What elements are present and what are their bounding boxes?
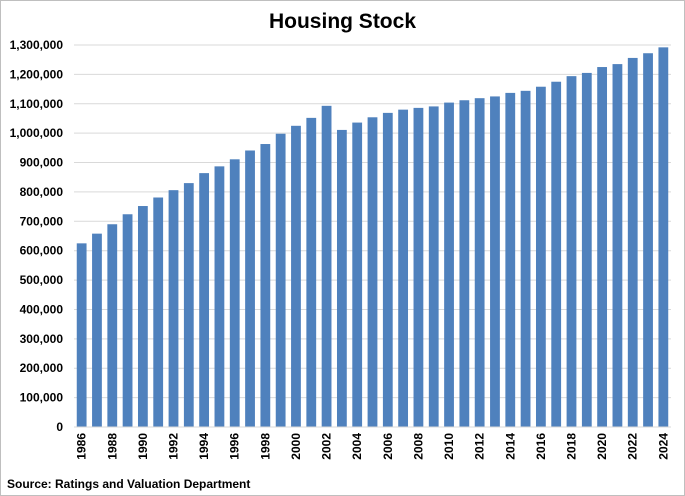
y-tick-label: 700,000	[20, 214, 64, 228]
x-tick-label: 1998	[258, 433, 272, 460]
bar-2022	[627, 57, 638, 427]
bar-1999	[275, 133, 286, 428]
bar-1986	[76, 243, 87, 427]
y-tick-label: 0	[56, 420, 63, 434]
bar-2004	[352, 122, 363, 428]
y-tick-label: 200,000	[20, 361, 64, 375]
bar-2021	[612, 64, 623, 427]
x-tick-label: 2004	[350, 433, 364, 460]
bar-2008	[413, 107, 424, 427]
y-tick-label: 900,000	[20, 156, 64, 170]
bar-1997	[245, 150, 255, 427]
y-tick-label: 1,200,000	[10, 67, 64, 81]
x-tick-label: 2014	[503, 433, 517, 460]
bar-1993	[183, 183, 194, 427]
bar-2002	[321, 105, 332, 427]
y-tick-label: 400,000	[20, 302, 64, 316]
bar-2009	[428, 106, 439, 427]
bar-1995	[214, 166, 225, 427]
x-tick-label: 1996	[228, 433, 242, 460]
x-tick-label: 1992	[167, 433, 181, 460]
x-axis-tick-labels: 1986 1988 1990 1992 1994 1996 1998 2000 2002 2004…	[75, 433, 671, 460]
y-tick-label: 1,100,000	[10, 97, 64, 111]
x-tick-label: 2020	[595, 433, 609, 460]
x-tick-label: 2002	[320, 433, 334, 460]
x-tick-label: 1990	[136, 433, 150, 460]
y-tick-label: 300,000	[20, 332, 64, 346]
y-tick-label: 100,000	[20, 391, 64, 405]
bar-1996	[229, 159, 240, 427]
bar-2001	[306, 117, 317, 428]
y-tick-label: 500,000	[20, 273, 64, 287]
bar-2017	[551, 81, 562, 427]
bar-1988	[107, 224, 118, 427]
bar-1989	[122, 214, 133, 427]
bar-1994	[199, 173, 210, 427]
bar-2006	[382, 112, 393, 427]
bar-2010	[444, 102, 454, 428]
x-tick-label: 2000	[289, 433, 303, 460]
bar-2007	[398, 109, 409, 428]
x-tick-label: 2012	[473, 433, 487, 460]
x-tick-label: 2022	[626, 433, 640, 460]
source-note: Source: Ratings and Valuation Department	[7, 477, 251, 491]
bar-1990	[137, 206, 148, 427]
bar-2019	[581, 72, 592, 428]
bar-1991	[153, 197, 164, 427]
x-tick-label: 1986	[75, 433, 89, 460]
y-tick-label: 1,300,000	[10, 38, 64, 52]
bar-2024	[658, 47, 669, 427]
bar-2013	[490, 96, 500, 427]
bars	[76, 47, 669, 428]
x-tick-label: 2010	[442, 433, 456, 460]
bar-1987	[92, 233, 102, 427]
bar-2023	[643, 53, 653, 427]
bar-2016	[535, 86, 546, 428]
y-tick-label: 1,000,000	[10, 126, 64, 140]
x-tick-label: 1988	[105, 433, 119, 460]
bar-2020	[597, 67, 608, 428]
chart-title: Housing Stock	[268, 10, 416, 33]
bar-2014	[505, 92, 516, 428]
y-tick-label: 600,000	[20, 244, 64, 258]
bar-2011	[459, 100, 470, 428]
x-tick-label: 2024	[656, 433, 670, 460]
bar-2005	[367, 117, 378, 427]
y-tick-label: 800,000	[20, 185, 64, 199]
x-tick-label: 2018	[565, 433, 579, 460]
x-tick-label: 1994	[197, 433, 211, 460]
bar-1992	[168, 190, 179, 427]
bar-2000	[291, 125, 301, 428]
y-axis-tick-labels: 0 100,000 200,000 300,000 400,000 500,000 600,…	[10, 38, 64, 434]
x-tick-label: 2008	[411, 433, 425, 460]
bar-2003	[336, 129, 347, 427]
bar-2012	[474, 98, 485, 427]
bar-2018	[566, 76, 577, 427]
x-tick-label: 2016	[534, 433, 548, 460]
x-tick-label: 2006	[381, 433, 395, 460]
bar-2015	[520, 90, 531, 427]
bar-1998	[260, 144, 271, 427]
